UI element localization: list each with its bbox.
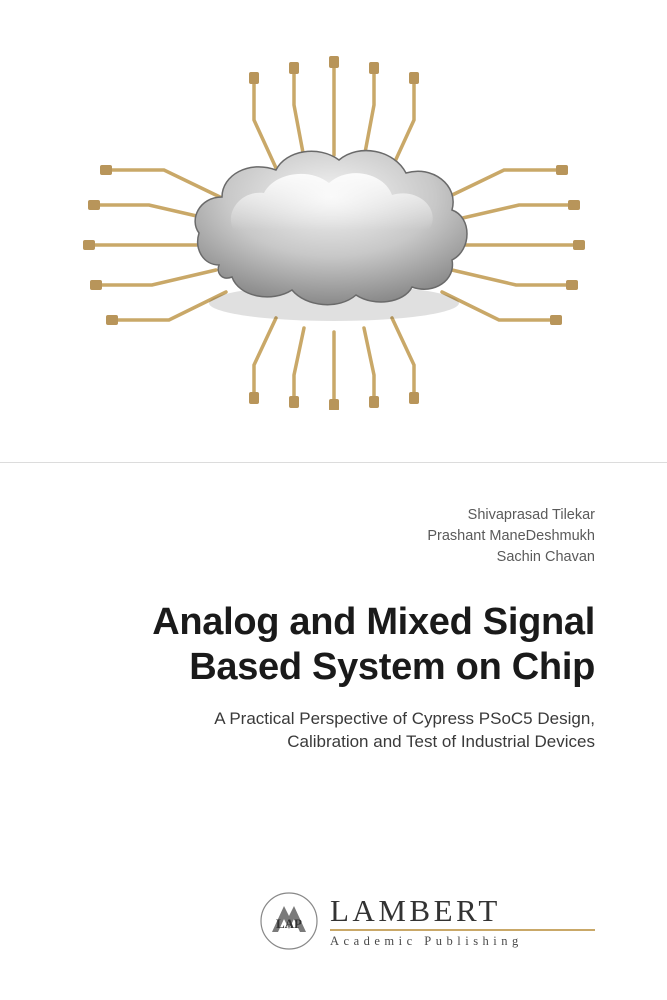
author-block: Shivaprasad Tilekar Prashant ManeDeshmuk… <box>427 505 595 568</box>
title-line-1: Analog and Mixed Signal <box>152 600 595 645</box>
svg-text:LAP: LAP <box>276 916 302 931</box>
author-2: Prashant ManeDeshmukh <box>427 526 595 547</box>
cover-illustration <box>64 50 604 410</box>
author-1: Shivaprasad Tilekar <box>427 505 595 526</box>
publisher-text: LAMBERT Academic Publishing <box>330 895 595 948</box>
subtitle-line-2: Calibration and Test of Industrial Devic… <box>214 731 595 754</box>
subtitle-line-1: A Practical Perspective of Cypress PSoC5… <box>214 708 595 731</box>
book-subtitle: A Practical Perspective of Cypress PSoC5… <box>214 708 595 754</box>
publisher-name: LAMBERT <box>330 895 595 926</box>
publisher-block: LAP LAMBERT Academic Publishing <box>260 892 595 950</box>
book-title: Analog and Mixed Signal Based System on … <box>152 600 595 690</box>
author-3: Sachin Chavan <box>427 547 595 568</box>
title-line-2: Based System on Chip <box>152 645 595 690</box>
publisher-logo-icon: LAP <box>260 892 318 950</box>
publisher-tagline: Academic Publishing <box>330 935 595 948</box>
publisher-underline <box>330 929 595 931</box>
divider-line <box>0 462 667 463</box>
